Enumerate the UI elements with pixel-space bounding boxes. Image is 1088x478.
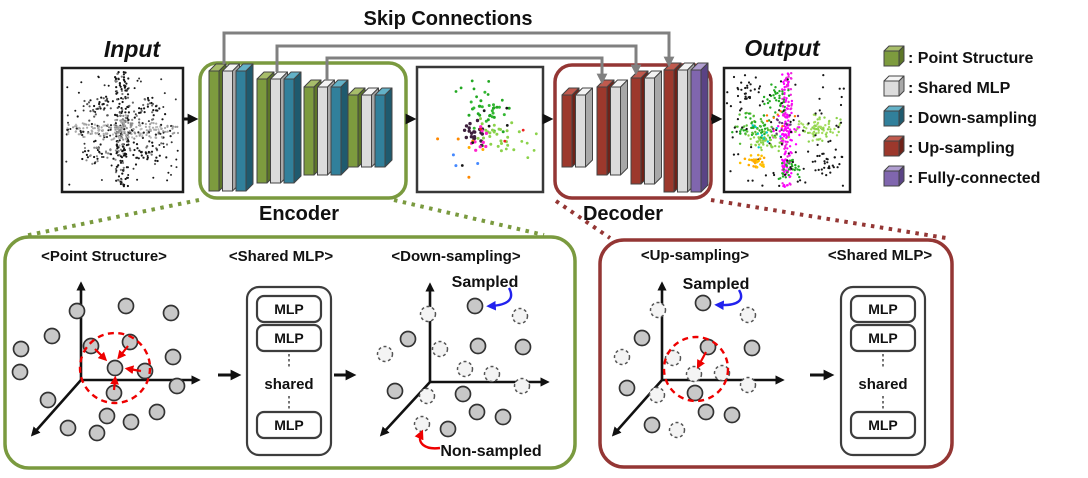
- output-label: Output: [744, 35, 821, 61]
- zoom-leader-encoder-left: [23, 198, 200, 238]
- legend-label: : Fully-connected: [908, 170, 1040, 187]
- zoom-leader-encoder-right: [393, 198, 545, 237]
- legend-label: : Down-sampling: [908, 110, 1037, 127]
- mlp-box: [255, 323, 323, 353]
- legend-item: : Up-sampling: [883, 135, 1015, 157]
- non-sampled-arrow: [414, 429, 441, 450]
- skip-connections-title: Skip Connections: [364, 8, 533, 30]
- up-sampling-title: <Up-sampling>: [641, 247, 750, 264]
- skip-connection-line: [325, 56, 608, 85]
- up-sampling-nonsampled-points: [613, 301, 757, 439]
- point-structure-title: <Point Structure>: [41, 248, 167, 265]
- legend-item: : Point Structure: [883, 45, 1033, 67]
- point-structure-points: [11, 297, 186, 442]
- mlp-box-label: MLP: [868, 417, 898, 433]
- up-sampling-sampled-points: [618, 294, 761, 434]
- mlp-box: [849, 410, 917, 440]
- legend-item: : Shared MLP: [883, 75, 1011, 97]
- decoder-label: Decoder: [583, 203, 663, 225]
- shared-label: shared: [858, 376, 907, 393]
- mlp-box-label: MLP: [868, 301, 898, 317]
- mlp-box: [255, 294, 323, 324]
- down-sampling-sampled-points: [386, 297, 532, 438]
- output-point-cloud: [725, 72, 845, 188]
- down-sampling-nonsampled-points: [376, 305, 531, 433]
- shared-label: shared: [264, 376, 313, 393]
- shared-mlp-panel-encoder: MLP MLP shared MLP: [218, 285, 357, 457]
- legend-item: : Down-sampling: [883, 105, 1037, 127]
- legend-label: : Shared MLP: [908, 80, 1011, 97]
- mlp-box-label: MLP: [274, 330, 304, 346]
- interpolation-arrow: [696, 351, 707, 369]
- legend: : Point Structure : Shared MLP : Down-samp…: [883, 45, 1040, 187]
- decoder-detail-box: [598, 238, 954, 469]
- mlp-box: [849, 323, 917, 353]
- skip-connection-line: [275, 44, 642, 76]
- skip-connection-line: [222, 31, 675, 68]
- encoder-box: [198, 61, 408, 200]
- mlp-box: [849, 294, 917, 324]
- legend-item: : Fully-connected: [883, 165, 1040, 187]
- legend-label: : Up-sampling: [908, 140, 1015, 157]
- mlp-box-label: MLP: [274, 417, 304, 433]
- input-point-cloud: [65, 71, 180, 188]
- shared-mlp-panel-decoder: MLP MLP shared MLP: [810, 285, 927, 457]
- skip-connection-lines: [222, 31, 675, 85]
- zoom-leader-decoder-right: [710, 198, 947, 240]
- legend-label: : Point Structure: [908, 50, 1033, 67]
- shared-mlp-title-decoder: <Shared MLP>: [828, 247, 932, 264]
- down-sampling-title: <Down-sampling>: [391, 248, 520, 265]
- mlp-box-label: MLP: [274, 301, 304, 317]
- encoder-detail-box: [3, 235, 577, 470]
- sampled-label-up: Sampled: [683, 276, 750, 293]
- neighborhood-circle: [78, 331, 152, 405]
- sampled-arrow: [486, 287, 513, 311]
- shared-mlp-title-encoder: <Shared MLP>: [229, 248, 333, 265]
- encoder-blocks: [208, 63, 393, 192]
- decoder-blocks: [561, 62, 709, 193]
- encoder-label: Encoder: [259, 203, 339, 225]
- input-label: Input: [104, 36, 162, 62]
- interpolation-circle: [662, 335, 730, 403]
- mlp-box-label: MLP: [868, 330, 898, 346]
- non-sampled-label: Non-sampled: [440, 443, 541, 460]
- sampled-label: Sampled: [452, 274, 519, 291]
- feature-point-cloud: [436, 79, 538, 179]
- mlp-box: [255, 410, 323, 440]
- neighbor-arrows: [94, 345, 142, 391]
- zoom-leader-decoder-left: [554, 199, 612, 240]
- sampled-arrow-up: [714, 289, 743, 311]
